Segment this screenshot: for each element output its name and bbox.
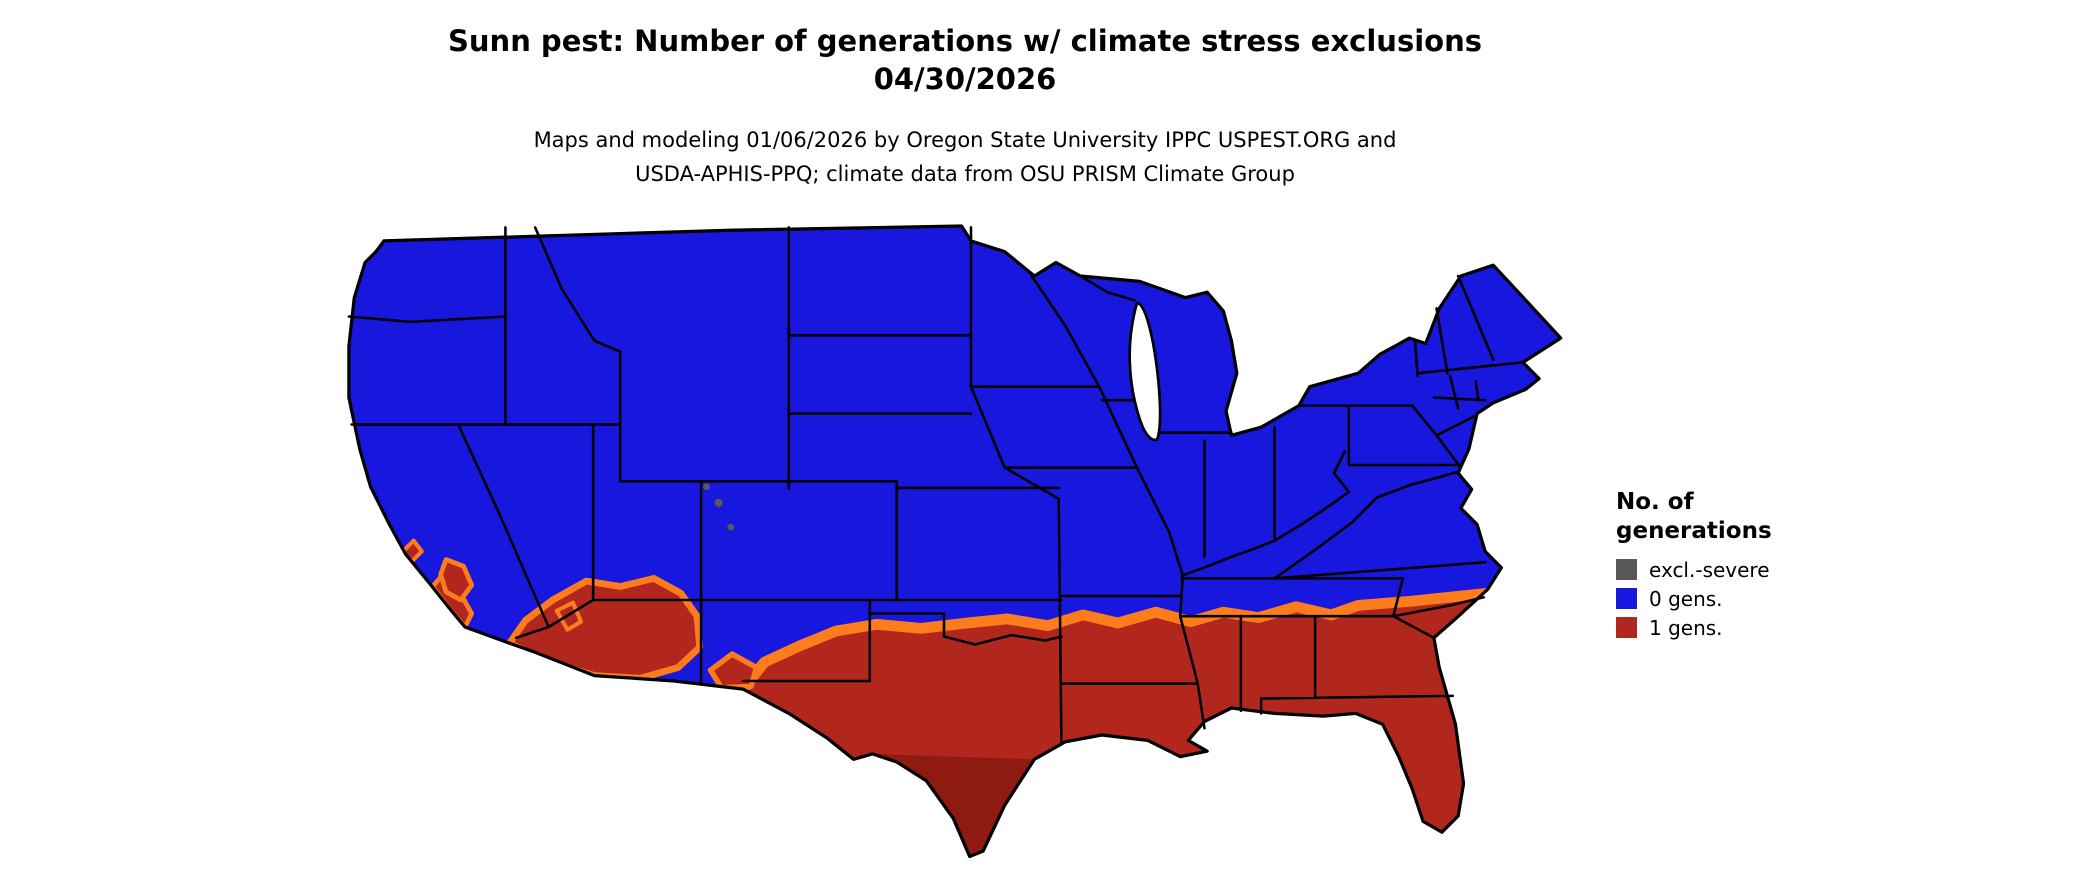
legend-label-excl-severe: excl.-severe (1649, 557, 1770, 582)
region-1-gens-california-valley (438, 557, 475, 603)
transition-band (737, 587, 1494, 695)
legend-item-0-gens: 0 gens. (1616, 587, 2016, 611)
legend-swatch-excl-severe (1616, 559, 1637, 580)
legend-item-1-gens: 1 gens. (1616, 616, 2016, 640)
conus-outline (347, 224, 1563, 859)
legend: No. of generations excl.-severe 0 gens. … (1616, 488, 2016, 645)
region-1-gens-south (707, 593, 1561, 857)
map-title-date: 04/30/2026 (873, 62, 1057, 97)
legend-label-1-gens: 1 gens. (1649, 615, 1723, 640)
legend-swatch-1-gens (1616, 617, 1637, 638)
legend-label-0-gens: 0 gens. (1649, 586, 1723, 611)
region-excl-severe (703, 483, 735, 531)
legend-item-excl-severe: excl.-severe (1616, 558, 2016, 582)
map-subtitle-line2: USDA-APHIS-PPQ; climate data from OSU PR… (635, 161, 1295, 186)
map-subtitle-line1: Maps and modeling 01/06/2026 by Oregon S… (533, 127, 1397, 152)
legend-swatch-0-gens (1616, 588, 1637, 609)
legend-title-line2: generations (1616, 517, 1772, 544)
us-map-svg (347, 224, 1563, 859)
legend-title-line1: No. of (1616, 489, 1694, 515)
map-subtitle: Maps and modeling 01/06/2026 by Oregon S… (0, 123, 1930, 191)
lake-michigan (1128, 301, 1162, 442)
state-borders (347, 226, 1525, 744)
map-header: Sunn pest: Number of generations w/ clim… (0, 22, 1930, 191)
map-title-line1: Sunn pest: Number of generations w/ clim… (448, 24, 1482, 58)
legend-title: No. of generations (1616, 488, 2016, 546)
us-generations-map (330, 222, 1585, 892)
region-1-gens-dark (872, 753, 1035, 857)
